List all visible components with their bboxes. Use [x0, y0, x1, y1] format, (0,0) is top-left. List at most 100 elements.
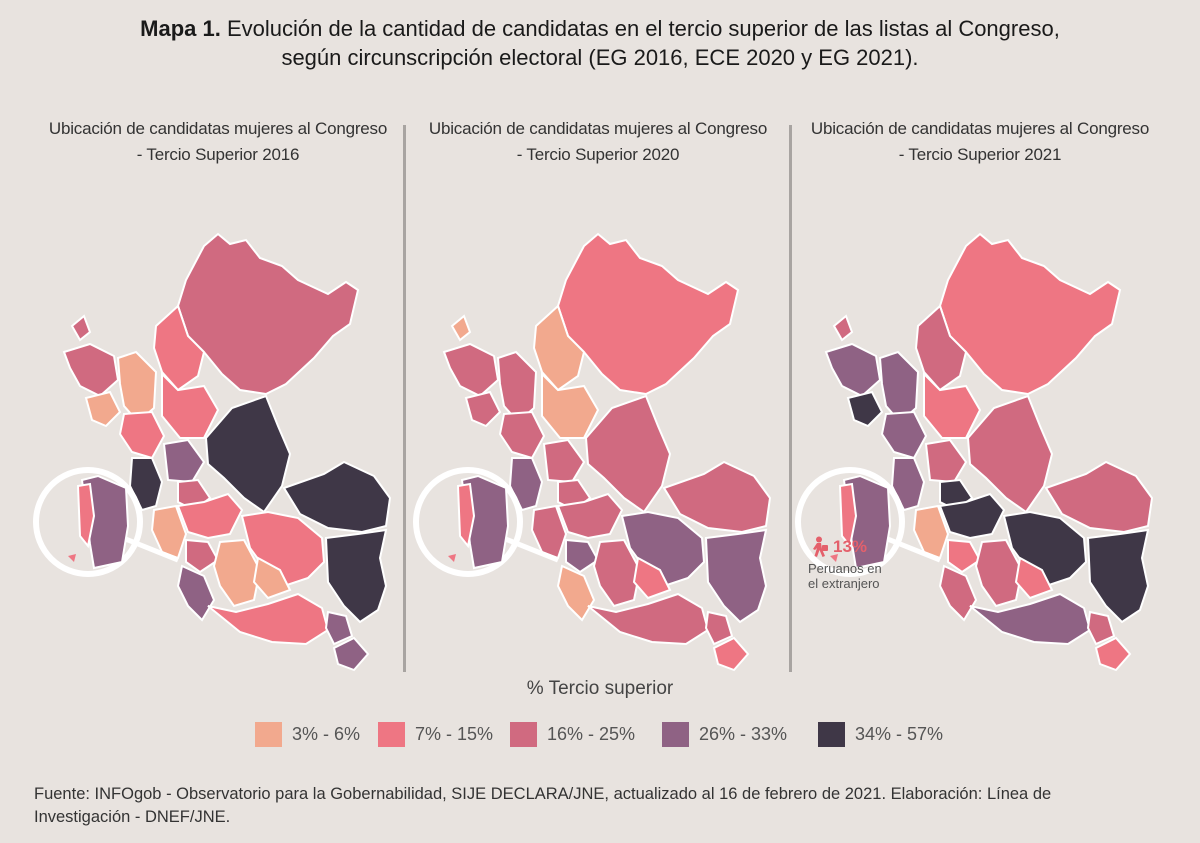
- region-ica: [556, 564, 596, 622]
- region-tacna: [332, 636, 370, 672]
- region-moquegua: [704, 610, 734, 646]
- region-puno: [1086, 528, 1150, 624]
- map-panel-2016: Ubicación de candidatas mujeres al Congr…: [28, 116, 408, 676]
- title-text: Evolución de la cantidad de candidatas e…: [226, 16, 1060, 41]
- legend-label: 26% - 33%: [699, 723, 788, 744]
- region-huancavelica: [947, 538, 982, 574]
- title-prefix: Mapa 1.: [140, 16, 221, 41]
- zoom-region-lima-province: [460, 474, 510, 570]
- region-junin: [556, 492, 624, 540]
- map-panel-2020: Ubicación de candidatas mujeres al Congr…: [408, 116, 788, 676]
- peru-map-2016: [33, 232, 392, 672]
- region-tacna: [1094, 636, 1132, 672]
- region-ancash: [890, 457, 926, 512]
- legend-swatch: [818, 721, 845, 747]
- region-amazonas: [914, 304, 968, 392]
- panel-title-line1: Ubicación de candidatas mujeres al Congr…: [428, 119, 768, 138]
- legend-label: 7% - 15%: [415, 723, 494, 744]
- region-sanmartin: [541, 371, 600, 439]
- region-ancash: [508, 457, 544, 512]
- region-moquegua: [324, 610, 354, 646]
- region-sanmartin: [923, 371, 982, 439]
- panel-title-line1: Ubicación de candidatas mujeres al Congr…: [48, 119, 388, 138]
- region-loreto: [176, 232, 360, 396]
- region-huanuco: [924, 438, 968, 484]
- map-panel-2021: Ubicación de candidatas mujeres al Congr…: [790, 116, 1170, 676]
- abroad-line1: Peruanos en: [808, 561, 882, 576]
- zoom-circle: [413, 467, 523, 577]
- region-huancavelica: [565, 538, 600, 574]
- map-title: Mapa 1. Evolución de la cantidad de cand…: [0, 14, 1200, 72]
- legend-item-1: 3% - 6%: [255, 720, 360, 748]
- legend-label: 16% - 25%: [547, 723, 636, 744]
- legend-item-2: 7% - 15%: [378, 720, 493, 748]
- divider-1: [403, 125, 406, 672]
- region-junin: [176, 492, 244, 540]
- panel-title-line2: - Tercio Superior 2020: [516, 145, 680, 164]
- region-huanuco: [162, 438, 206, 484]
- legend-label: 3% - 6%: [292, 723, 361, 744]
- region-madrededios: [662, 460, 772, 534]
- region-lambayeque: [846, 390, 884, 428]
- region-puno: [324, 528, 388, 624]
- region-ancash: [128, 457, 164, 512]
- panel-title-line2: - Tercio Superior 2021: [898, 145, 1062, 164]
- footer-line1: Fuente: INFOgob - Observatorio para la G…: [34, 785, 1052, 803]
- legend-item-3: 16% - 25%: [510, 720, 635, 748]
- region-ucayali: [584, 394, 672, 514]
- region-ica: [176, 564, 216, 622]
- region-lalibertad: [498, 410, 546, 460]
- region-lalibertad: [118, 410, 166, 460]
- region-tumbes: [70, 314, 92, 342]
- region-lambayeque: [464, 390, 502, 428]
- region-ucayali: [204, 394, 292, 514]
- region-ayacucho: [212, 538, 262, 608]
- region-puno: [704, 528, 768, 624]
- region-loreto: [938, 232, 1122, 396]
- legend-item-4: 26% - 33%: [662, 720, 787, 748]
- panel-title-2016: Ubicación de candidatas mujeres al Congr…: [28, 116, 408, 168]
- legend-label: 34% - 57%: [855, 723, 944, 744]
- zoom-circle: [795, 467, 905, 577]
- zoom-region-lima-province: [80, 474, 130, 570]
- panel-title-line2: - Tercio Superior 2016: [136, 145, 300, 164]
- region-tacna: [712, 636, 750, 672]
- region-piura: [442, 342, 500, 398]
- region-piura: [824, 342, 882, 398]
- region-arequipa: [969, 592, 1092, 646]
- region-apurimac: [1014, 556, 1054, 600]
- region-tumbes: [450, 314, 472, 342]
- zoom-circle: [33, 467, 143, 577]
- region-huanuco: [542, 438, 586, 484]
- divider-2: [789, 125, 792, 672]
- abroad-voters-note: 13% Peruanos en el extranjero: [808, 536, 908, 591]
- region-huancavelica: [185, 538, 220, 574]
- region-ica: [938, 564, 978, 622]
- region-ucayali: [966, 394, 1054, 514]
- legend: 3% - 6% 7% - 15% 16% - 25% 26% - 33% 34%…: [0, 720, 1200, 748]
- traveler-icon: [813, 536, 828, 557]
- region-apurimac: [632, 556, 672, 600]
- panel-title-2020: Ubicación de candidatas mujeres al Congr…: [408, 116, 788, 168]
- peru-map-2021: [795, 232, 1154, 672]
- region-madrededios: [1044, 460, 1154, 534]
- legend-swatch: [510, 721, 537, 747]
- zoom-region-callao: [456, 482, 476, 549]
- region-moquegua: [1086, 610, 1116, 646]
- region-sanmartin: [161, 371, 220, 439]
- zoom-region-callao: [76, 482, 96, 549]
- region-apurimac: [252, 556, 292, 600]
- region-amazonas: [152, 304, 206, 392]
- region-tumbes: [832, 314, 854, 342]
- panel-title-line1: Ubicación de candidatas mujeres al Congr…: [810, 119, 1150, 138]
- zoom-region-lima-province: [842, 474, 892, 570]
- region-arequipa: [207, 592, 330, 646]
- region-ayacucho: [592, 538, 642, 608]
- region-madrededios: [282, 460, 392, 534]
- footer-line2: Investigación - DNEF/JNE.: [34, 808, 231, 826]
- region-amazonas: [532, 304, 586, 392]
- region-lambayeque: [84, 390, 122, 428]
- legend-item-5: 34% - 57%: [818, 720, 943, 748]
- region-junin: [938, 492, 1006, 540]
- region-piura: [62, 342, 120, 398]
